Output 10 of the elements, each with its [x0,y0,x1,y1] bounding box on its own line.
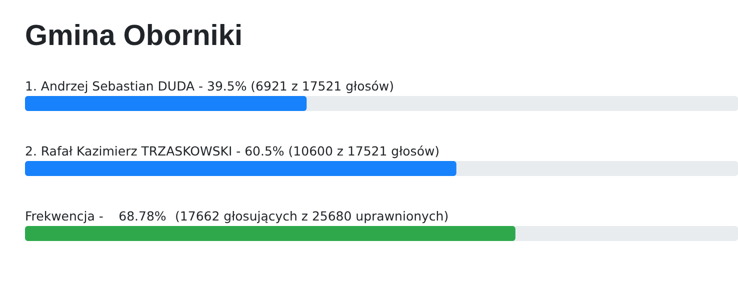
y-tick-label: Frekwencja - [25,208,104,224]
annotation: (6921 z 17521 głosów) [250,78,394,94]
annotation: (17662 głosujących z 25680 uprawnionych) [175,208,449,224]
data-label: 39.5% [206,78,247,94]
data-label: 68.78% [118,208,166,224]
y-tick-label: 2. Rafał Kazimierz TRZASKOWSKI - [25,144,241,158]
y-tick-label: 1. Andrzej Sebastian DUDA - [25,78,204,94]
data-label: 60.5% [244,144,284,158]
text: Gmina Oborniki [25,20,243,52]
annotation: (10600 z 17521 głosów) [288,144,440,158]
